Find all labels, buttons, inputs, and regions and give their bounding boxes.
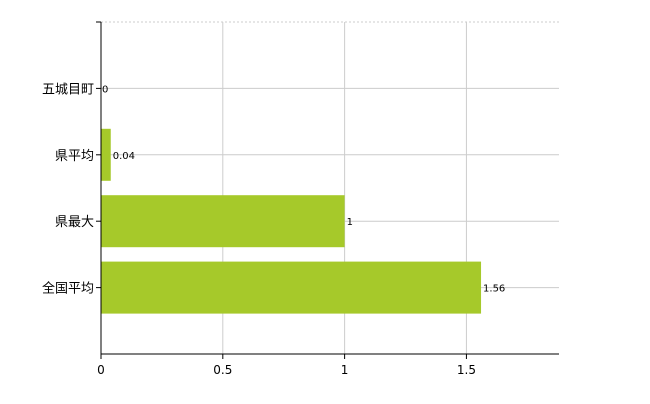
x-tick-label: 0: [97, 363, 105, 377]
bar: [101, 261, 482, 314]
y-category-label: 県平均: [55, 149, 94, 164]
bar: [101, 195, 345, 248]
data-label: 0.04: [113, 151, 135, 162]
labels: 0 0.04 1 1.56: [102, 84, 505, 294]
data-label: 1: [347, 217, 353, 228]
bar: [101, 128, 111, 181]
data-label: 1.56: [483, 284, 505, 295]
y-category-label: 全国平均: [42, 281, 94, 297]
data-label: 0: [102, 84, 108, 95]
x-tick-label: 1: [341, 363, 349, 377]
y-category-label: 五城目町: [42, 82, 94, 97]
y-category-label: 県最大: [55, 215, 94, 230]
x-tick-label: 0.5: [213, 363, 232, 377]
x-tick-label: 1.5: [457, 363, 476, 377]
bars: [101, 128, 482, 314]
